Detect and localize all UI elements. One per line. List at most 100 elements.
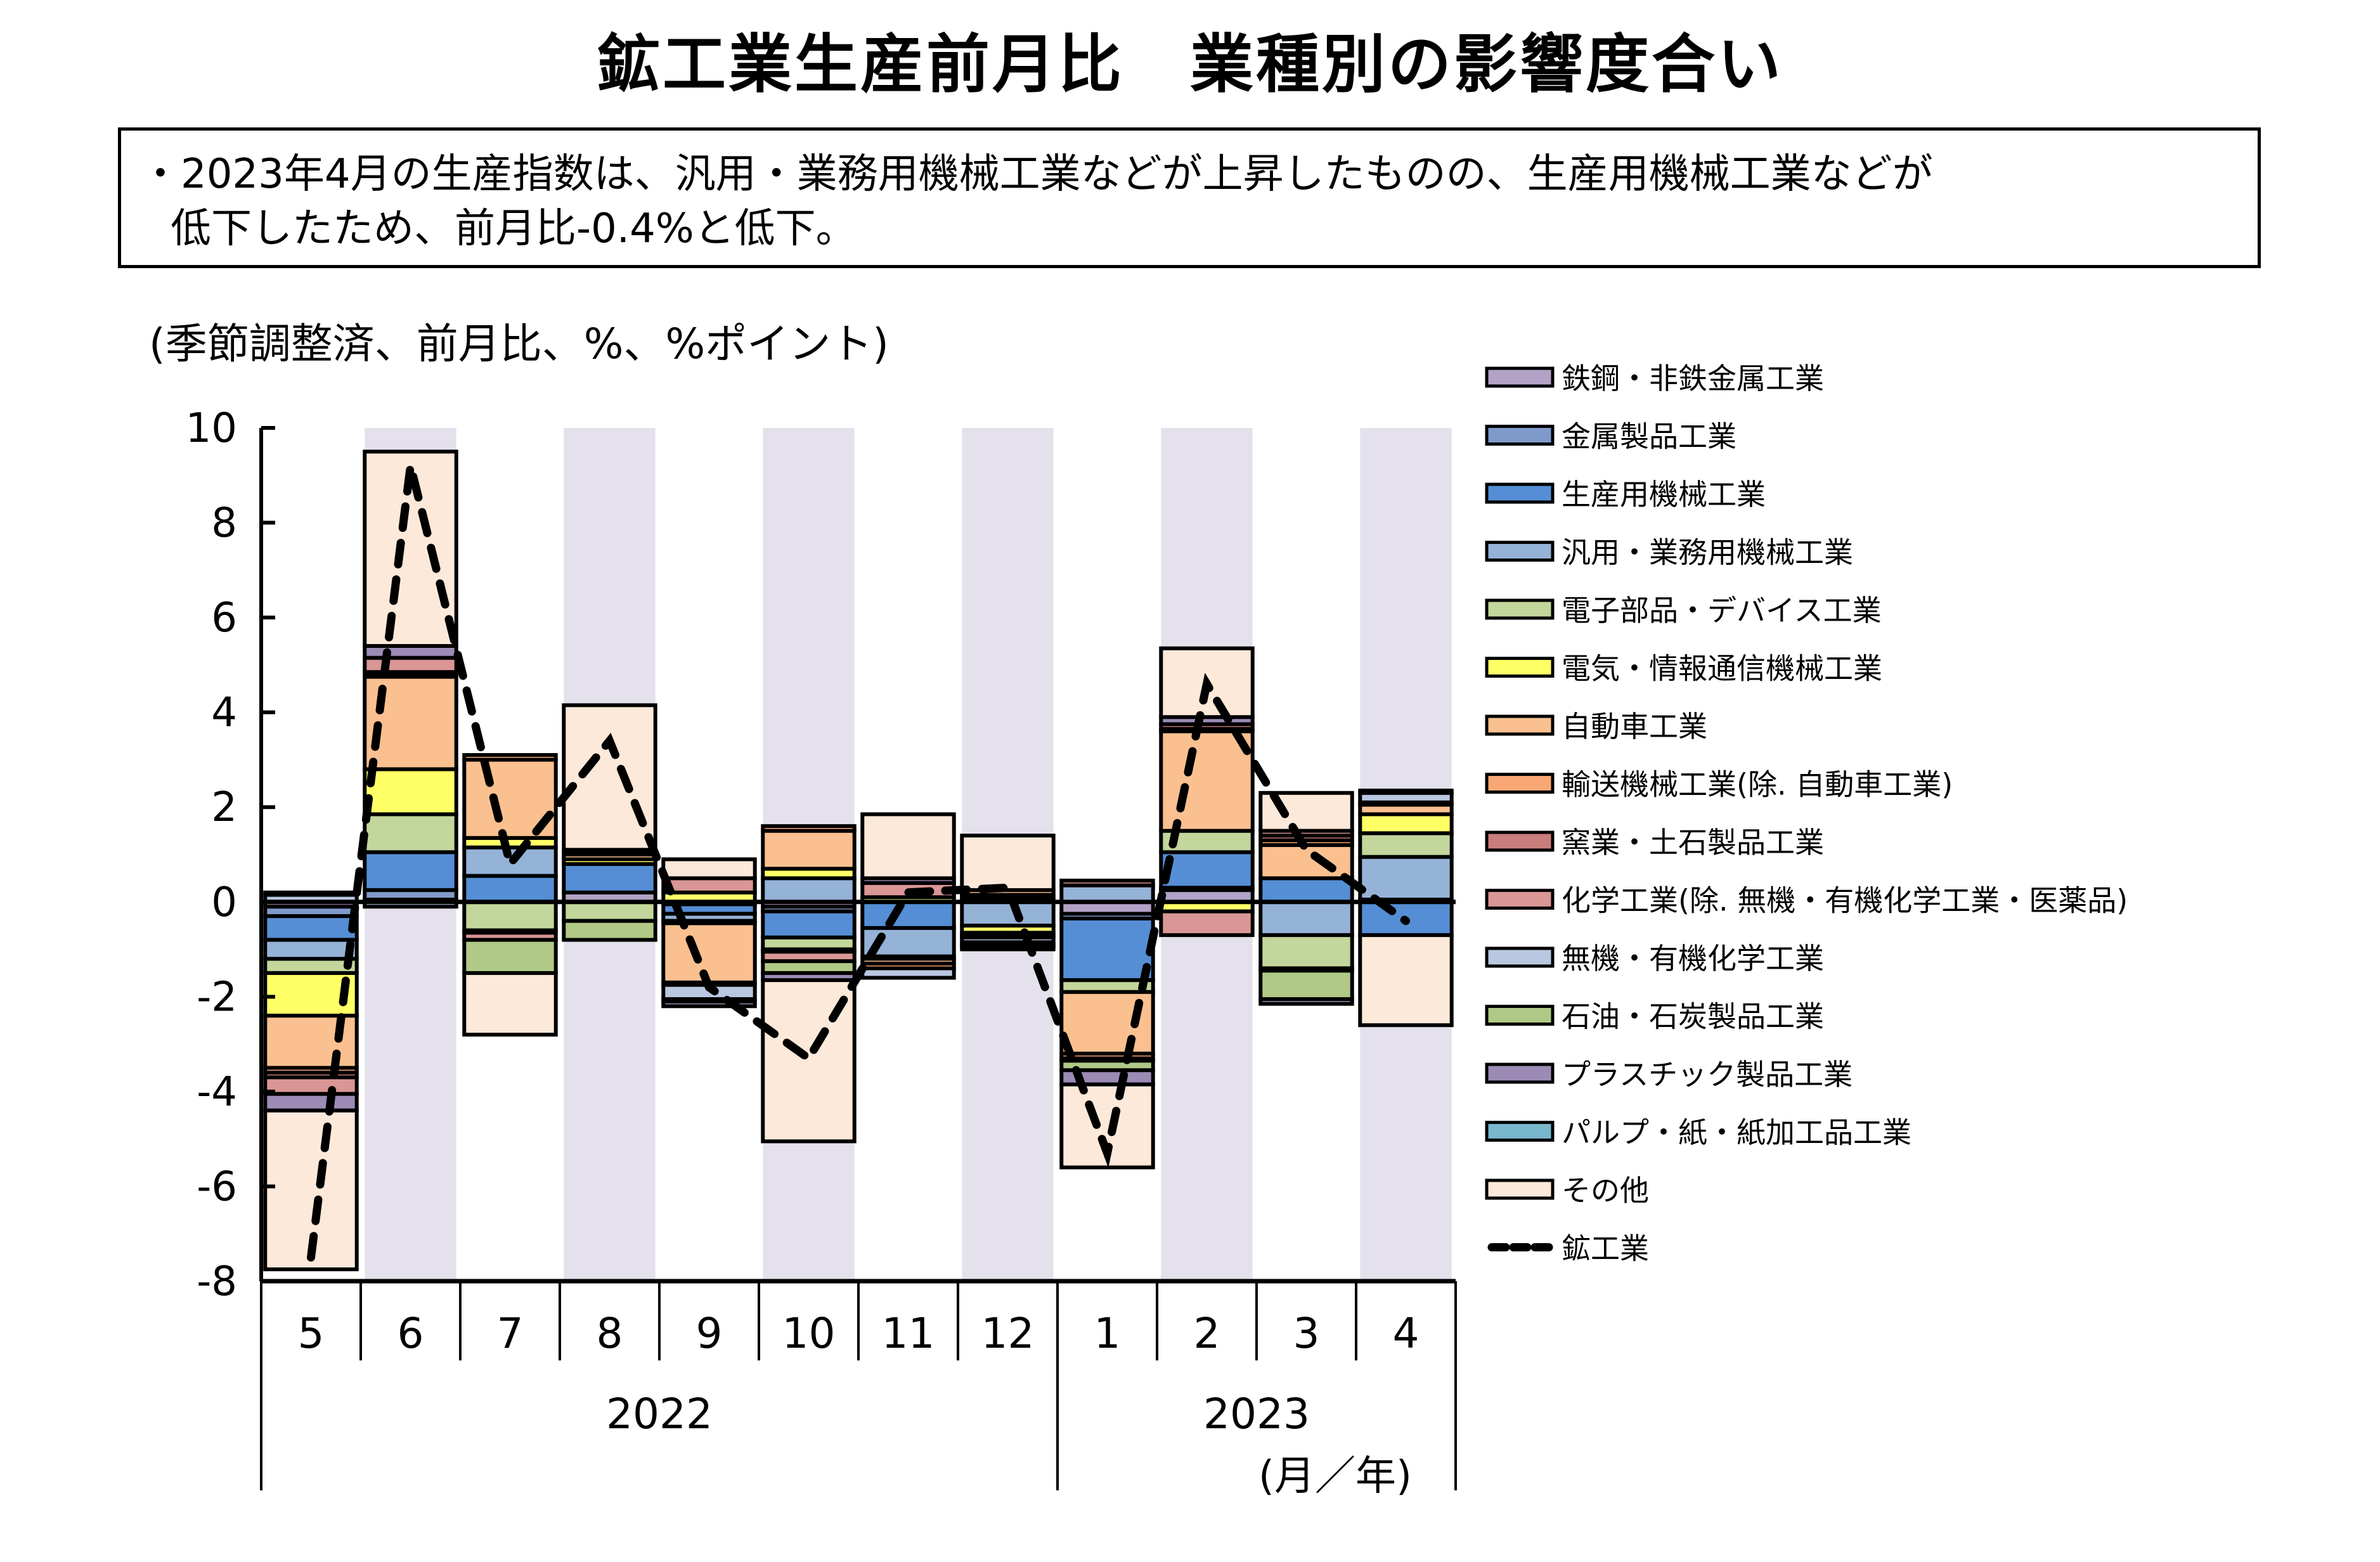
bar-stack [761,824,857,1144]
legend-label: 無機・有機化学工業 [1562,941,1824,976]
legend-swatch [1485,1178,1555,1200]
bar-segment [1059,916,1155,983]
bar-segment [363,767,458,816]
bar-segment [1358,789,1454,795]
bar-segment [363,850,458,893]
bar-segment [960,834,1056,893]
line-path [307,465,1410,1262]
legend-swatch [1485,1062,1555,1084]
bar-segment [1059,1082,1155,1170]
legend-swatch [1485,1121,1555,1142]
legend-item: 生産用機械工業 [1485,477,1766,512]
y-tick-label: 4 [211,690,237,737]
summary-box: ・2023年4月の生産指数は、汎用・業務用機械工業などが上昇したものの、生産用機… [118,127,2261,268]
legend-label: 生産用機械工業 [1562,477,1766,512]
legend-label: 石油・石炭製品工業 [1562,1000,1824,1034]
y-tick-label: 0 [211,879,237,926]
y-tick-label: -6 [197,1163,237,1210]
bar-segment [1258,969,1354,1002]
bar-segment [263,1092,359,1113]
bar-segment [462,900,558,933]
legend-label: 鉱工業 [1562,1232,1649,1266]
legend-label: その他 [1562,1173,1649,1208]
bar-segment [1258,997,1354,1006]
legend-item: その他 [1485,1173,1649,1208]
bar-segment [363,655,458,674]
legend-swatch [1485,889,1555,910]
bar-segment [1159,909,1255,938]
bar-segment [761,824,857,833]
bar-segment [1358,933,1454,1028]
x-tick-label: 7 [497,1309,524,1358]
x-tick-label: 4 [1393,1309,1420,1358]
bar-segment [661,857,757,881]
bar-segment [860,812,956,881]
x-tick-label: 3 [1293,1309,1320,1358]
legend-label: 窯業・土石製品工業 [1562,825,1824,860]
x-tick-label: 11 [882,1309,935,1358]
y-tick-label: 10 [186,405,237,452]
unit-label: (季節調整済、前月比、%、%ポイント) [149,320,889,368]
y-tick-label: -8 [197,1258,237,1305]
summary-line-1: ・2023年4月の生産指数は、汎用・業務用機械工業などが上昇したものの、生産用機… [140,151,1933,198]
bar-segment [462,938,558,975]
bar-stack [263,890,359,1272]
legend-swatch [1485,714,1555,736]
bar-segment [462,752,558,762]
legend-swatch [1485,830,1555,852]
chart-title: 鉱工業生産前月比 業種別の影響度合い [597,27,1783,101]
year-label: 2023 [1203,1390,1310,1438]
legend-label: 鉄鋼・非鉄金属工業 [1562,361,1824,396]
bar-segment [363,812,458,855]
legend-label: 自動車工業 [1562,709,1707,744]
legend-item: 鉄鋼・非鉄金属工業 [1485,361,1824,396]
bar-segment [960,945,1056,952]
legend-label: 化学工業(除. 無機・有機化学工業・医薬品) [1562,884,2128,918]
bar-segment [263,938,359,961]
bar-segment [860,900,956,930]
bar-segment [562,703,657,852]
legend-swatch [1485,946,1555,968]
bar-segment [761,876,857,904]
bar-segment [562,919,657,942]
legend-label: 輸送機械工業(除. 自動車工業) [1562,768,1953,802]
x-tick-label: 1 [1094,1309,1121,1358]
legend-label: 金属製品工業 [1562,420,1736,454]
legend-item: パルプ・紙・紙加工品工業 [1485,1116,1911,1150]
bar-segment [562,900,657,923]
bar-segment [1159,729,1255,833]
y-tick-label: 2 [211,784,237,831]
bar-segment [1059,883,1155,904]
legend-item: 電気・情報通信機械工業 [1485,652,1882,686]
bar-stack [1059,879,1155,1170]
bar-segment [860,966,956,980]
bar-segment [1059,879,1155,888]
y-tick-label: -4 [197,1069,237,1116]
x-tick-label: 9 [696,1309,723,1358]
bar-stack [363,449,458,909]
summary-line-2: 低下したため、前月比-0.4%と低下。 [171,205,857,252]
x-tick-label: 5 [298,1309,325,1358]
legend-item: 化学工業(除. 無機・有機化学工業・医薬品) [1485,884,2128,918]
bar-segment [263,957,359,975]
bar-segment [1258,843,1354,881]
legend-swatch [1485,482,1555,504]
legend-item: 無機・有機化学工業 [1485,941,1824,976]
bar-segment [1358,831,1454,859]
bar-segment [1358,855,1454,902]
legend-swatch [1485,598,1555,620]
stacked-bars [263,449,1454,1272]
legend-swatch [1485,366,1555,388]
bar-segment [462,971,558,1037]
bar-stack [462,752,558,1037]
legend-swatch [1485,773,1555,794]
bar-stack [1258,791,1354,1006]
y-tick-label: -2 [197,974,237,1021]
legend-label: 電子部品・デバイス工業 [1562,593,1882,628]
year-label: 2022 [606,1390,713,1438]
legend-item: 窯業・土石製品工業 [1485,825,1824,860]
x-tick-label: 2 [1194,1309,1220,1358]
legend-label: プラスチック製品工業 [1562,1057,1853,1092]
bar-segment [263,890,359,897]
